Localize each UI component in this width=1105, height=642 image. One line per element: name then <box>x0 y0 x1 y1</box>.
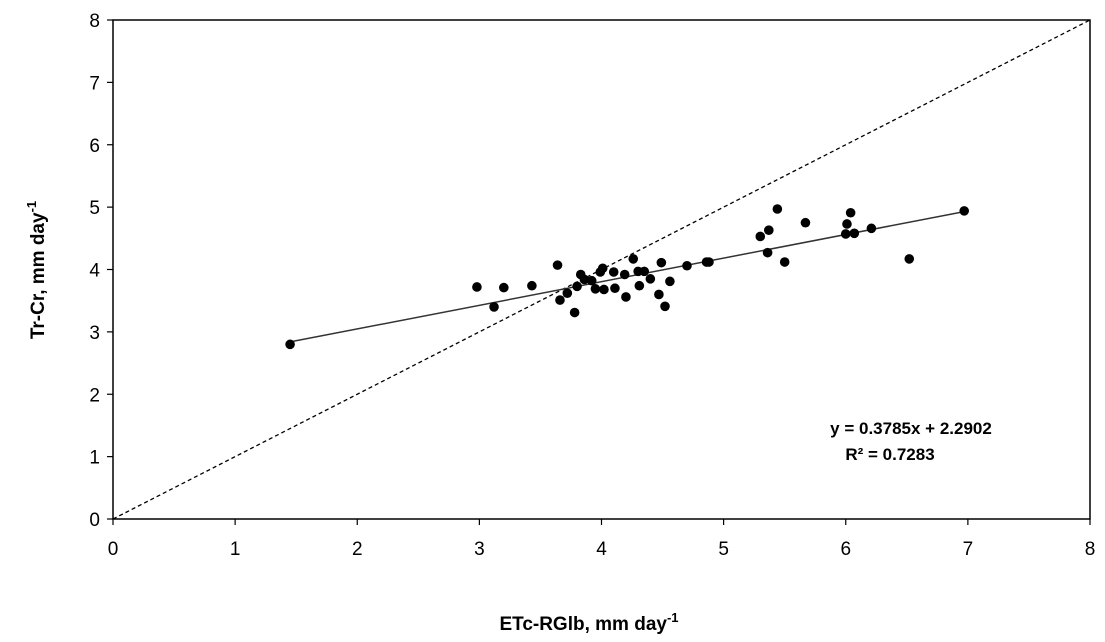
data-point <box>527 280 537 291</box>
y-axis-title-main: Tr-Cr, mm day <box>28 212 49 339</box>
x-tick-label: 8 <box>1085 539 1096 560</box>
data-point <box>599 284 609 295</box>
data-point <box>552 260 563 270</box>
x-tick-label: 6 <box>840 539 851 560</box>
y-tick-label: 1 <box>89 448 100 469</box>
y-axis-title-sup: -1 <box>24 201 39 213</box>
data-point <box>590 284 601 294</box>
y-axis-ticks: 0 1 2 3 4 5 6 7 8 <box>89 11 113 531</box>
data-point <box>569 307 580 318</box>
y-tick-label: 2 <box>89 385 100 406</box>
x-tick-label: 2 <box>352 539 363 560</box>
data-point <box>610 283 620 294</box>
x-tick-label: 7 <box>963 539 974 560</box>
y-tick-label: 6 <box>89 136 100 157</box>
data-point <box>562 288 573 299</box>
data-point <box>800 217 811 228</box>
data-point <box>628 254 639 264</box>
data-point <box>845 207 856 218</box>
data-point <box>656 257 667 268</box>
data-point <box>849 228 860 239</box>
data-point <box>840 229 851 239</box>
data-point <box>619 269 630 280</box>
x-axis-title-sup: -1 <box>667 610 679 625</box>
x-tick-label: 1 <box>230 539 241 560</box>
data-point <box>597 263 608 274</box>
data-point <box>772 204 783 214</box>
data-point <box>764 225 774 236</box>
data-point <box>645 274 656 284</box>
data-point <box>579 274 590 285</box>
data-point <box>285 339 295 350</box>
x-axis-title-main: ETc-RGlb, mm day <box>499 614 667 635</box>
data-point <box>665 276 675 287</box>
data-point <box>762 247 773 258</box>
x-tick-label: 3 <box>474 539 485 560</box>
data-point <box>866 223 877 234</box>
data-point <box>682 260 692 271</box>
x-tick-label: 4 <box>596 539 607 560</box>
data-point <box>472 282 482 292</box>
y-axis-title: Tr-Cr, mm day-1 <box>24 201 49 339</box>
data-point <box>654 289 664 300</box>
data-point <box>621 292 631 302</box>
data-point <box>660 301 670 312</box>
regression-equation: y = 0.3785x + 2.2902 <box>830 419 992 438</box>
y-tick-label: 4 <box>89 261 100 282</box>
x-tick-label: 0 <box>108 539 119 560</box>
data-point <box>842 219 852 229</box>
data-point <box>634 280 645 291</box>
data-point <box>489 302 499 312</box>
data-point <box>555 295 565 305</box>
plot-area-border <box>112 19 1091 520</box>
x-axis-ticks: 0 1 2 3 4 5 6 7 8 <box>108 519 1096 560</box>
data-point <box>499 282 509 293</box>
y-tick-label: 8 <box>89 11 100 32</box>
data-point <box>586 275 597 286</box>
y-tick-label: 3 <box>89 323 100 344</box>
data-point <box>704 257 714 267</box>
data-point <box>572 281 582 292</box>
r-squared-label: R² = 0.7283 <box>845 445 934 464</box>
data-point <box>639 266 650 277</box>
data-point <box>779 257 790 267</box>
y-tick-label: 0 <box>89 510 100 531</box>
data-point <box>608 267 619 277</box>
x-axis-title: ETc-RGlb, mm day-1 <box>499 610 678 635</box>
y-tick-label: 5 <box>89 198 100 219</box>
y-axis-title-group: Tr-Cr, mm day-1 <box>24 201 49 339</box>
data-points <box>285 204 970 350</box>
x-tick-label: 5 <box>718 539 729 560</box>
data-point <box>755 231 766 242</box>
y-tick-label: 7 <box>89 73 100 94</box>
data-point <box>904 254 915 264</box>
data-point <box>959 206 970 216</box>
